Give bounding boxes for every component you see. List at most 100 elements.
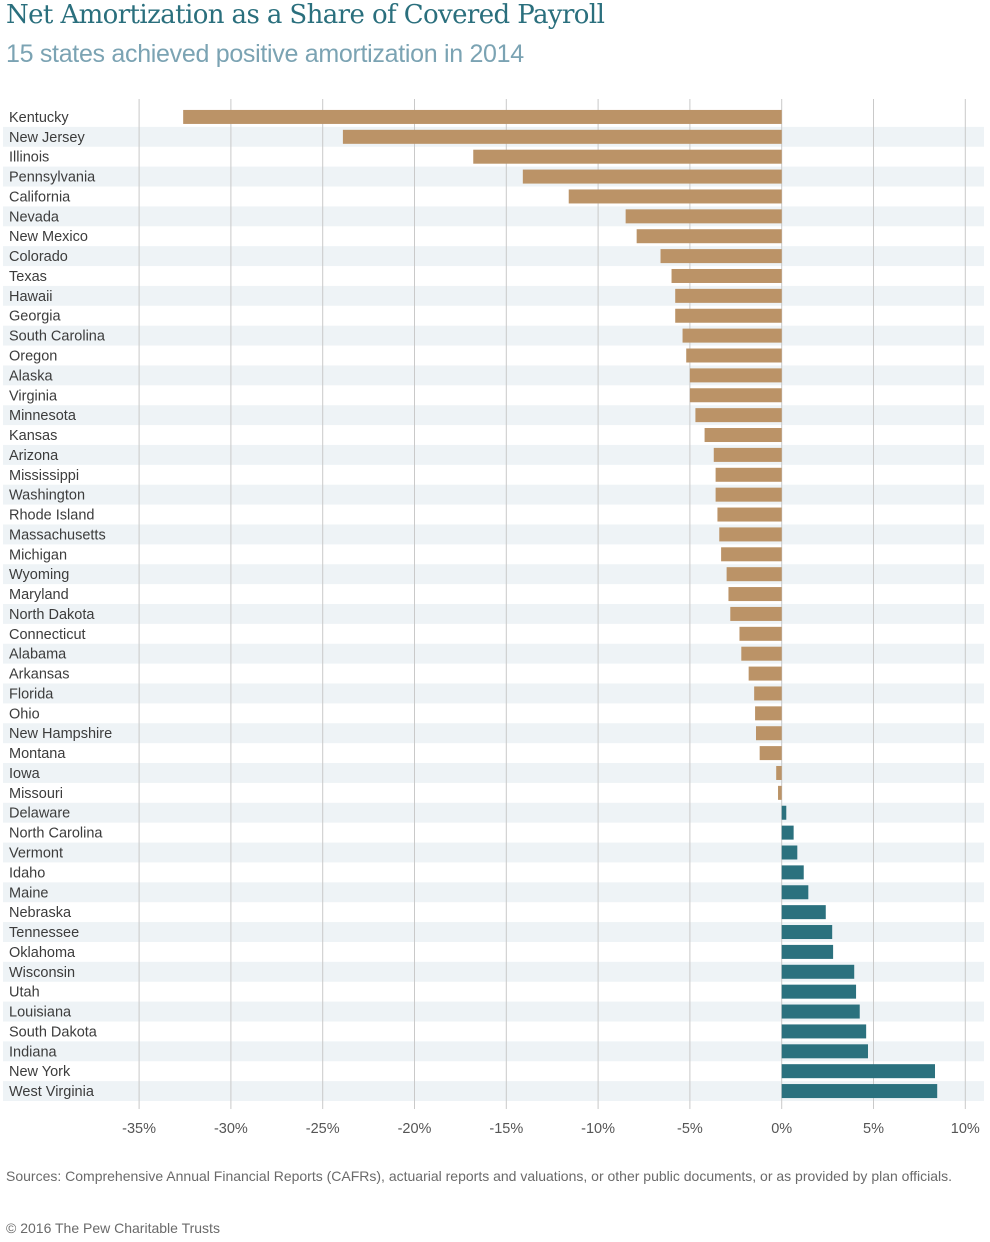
bar-montana [759, 746, 782, 761]
row-band [3, 922, 984, 942]
category-label: South Dakota [9, 1024, 98, 1040]
bar-massachusetts [719, 527, 782, 542]
category-label: Maine [9, 885, 49, 901]
category-label: Arkansas [9, 667, 69, 683]
x-tick-label: -35% [122, 1121, 156, 1137]
bar-hawaii [675, 288, 782, 303]
category-label: South Carolina [9, 329, 106, 345]
bar-alaska [689, 368, 782, 383]
category-label: Alaska [9, 368, 53, 384]
bar-new-york [781, 1064, 936, 1079]
bar-north-carolina [781, 825, 794, 840]
category-label: Iowa [9, 766, 41, 782]
category-label: Louisiana [9, 1005, 72, 1021]
bar-utah [781, 984, 857, 999]
row-band [3, 285, 984, 306]
category-label: Ohio [9, 706, 40, 722]
gridlines [138, 99, 966, 1109]
category-label: New York [9, 1064, 71, 1080]
bar-florida [754, 686, 782, 701]
category-label: Washington [9, 488, 85, 504]
bar-virginia [689, 388, 782, 403]
bar-california [568, 189, 782, 204]
x-tick-label: 5% [863, 1121, 884, 1137]
row-band [3, 882, 984, 903]
category-label: Mississippi [9, 468, 79, 484]
row-band [3, 961, 984, 982]
row-band [3, 802, 984, 823]
bar-vermont [781, 845, 798, 860]
category-label: North Dakota [9, 607, 95, 623]
category-label: Alabama [9, 647, 67, 663]
category-label: Hawaii [9, 289, 53, 305]
bar-missouri [778, 785, 782, 800]
bar-alabama [741, 646, 782, 661]
bar-west-virginia [781, 1084, 938, 1099]
row-band [3, 444, 984, 465]
category-label: Vermont [9, 846, 63, 862]
category-label: Utah [9, 985, 40, 1001]
category-label: New Jersey [9, 130, 85, 146]
row-band [3, 604, 984, 624]
sources-note: Sources: Comprehensive Annual Financial … [6, 1168, 952, 1184]
x-tick-label: -25% [306, 1121, 340, 1137]
category-label: Connecticut [9, 627, 86, 643]
bar-georgia [675, 308, 782, 323]
bar-mississippi [715, 467, 782, 482]
row-band [3, 246, 984, 267]
category-label: California [9, 189, 71, 205]
category-label: Michigan [9, 547, 67, 563]
category-label: New Mexico [9, 229, 88, 245]
bar-south-dakota [781, 1024, 867, 1039]
bar-arizona [713, 447, 782, 462]
x-tick-label: -20% [398, 1121, 432, 1137]
bar-chart: Kentucky New Jersey Illinois Pennsylvania Ca… [3, 99, 984, 1137]
category-label: Nebraska [9, 905, 72, 921]
x-tick-label: 10% [951, 1121, 980, 1137]
row-band [3, 1001, 984, 1022]
category-label: Arizona [9, 448, 59, 464]
bar-delaware [781, 805, 787, 820]
bar-iowa [776, 765, 782, 780]
bar-minnesota [695, 408, 782, 423]
category-label: Pennsylvania [9, 170, 96, 186]
category-label: Rhode Island [9, 508, 94, 524]
bar-indiana [781, 1044, 868, 1059]
category-label: Colorado [9, 249, 68, 265]
category-label: Oklahoma [9, 945, 76, 961]
row-band [3, 1081, 984, 1101]
copyright: © 2016 The Pew Charitable Trusts [6, 1220, 220, 1236]
row-band [3, 524, 984, 545]
category-label: Kansas [9, 428, 57, 444]
x-axis-ticks: -35% -30% -25% -20% -15% -10% -5% 0% 5% 10% [122, 1121, 980, 1137]
category-label: Florida [9, 686, 54, 702]
category-label: North Carolina [9, 826, 103, 842]
bar-kansas [704, 428, 782, 443]
bar-maine [781, 885, 809, 900]
category-label: Maryland [9, 587, 69, 603]
x-tick-label: -15% [489, 1121, 523, 1137]
category-label: Wisconsin [9, 965, 75, 981]
bar-rhode-island [717, 507, 782, 522]
bar-arkansas [748, 666, 782, 681]
bar-new-mexico [636, 229, 782, 244]
bar-kentucky [183, 109, 782, 124]
bar-colorado [660, 249, 782, 264]
bar-oregon [686, 348, 782, 363]
x-tick-label: -30% [214, 1121, 248, 1137]
category-label: Georgia [9, 309, 62, 325]
chart-subtitle: 15 states achieved positive amortization… [6, 40, 524, 68]
bar-new-jersey [342, 129, 782, 144]
bar-louisiana [781, 1004, 860, 1019]
category-label: West Virginia [9, 1084, 95, 1100]
bar-north-dakota [730, 606, 782, 621]
bar-nebraska [781, 905, 826, 920]
category-labels: Kentucky New Jersey Illinois Pennsylvania Ca… [9, 110, 112, 1100]
bar-oklahoma [781, 944, 834, 959]
bar-tennessee [781, 925, 833, 940]
bar-ohio [755, 706, 782, 721]
bar-connecticut [739, 626, 782, 641]
category-label: Massachusetts [9, 527, 106, 543]
x-tick-label: 0% [771, 1121, 792, 1137]
row-band [3, 763, 984, 783]
